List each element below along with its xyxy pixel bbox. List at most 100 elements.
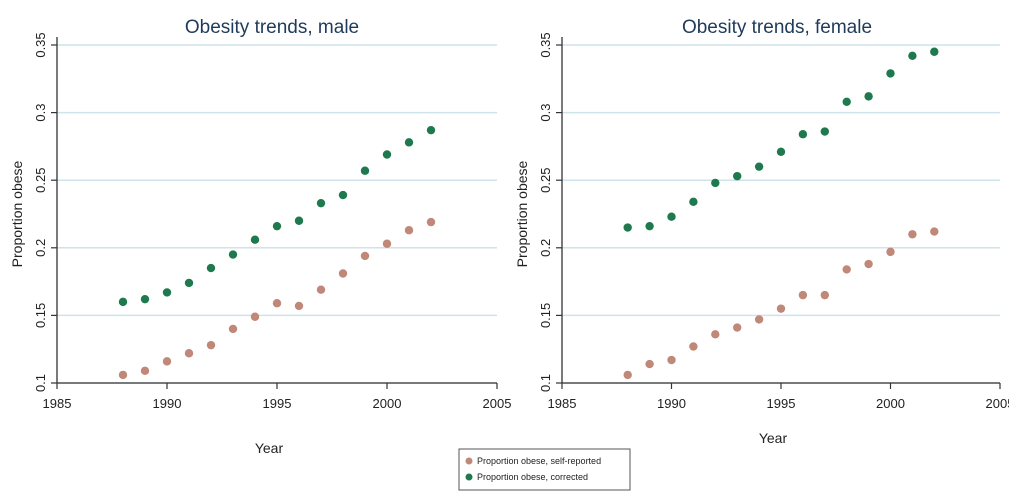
data-point [667,212,676,221]
y-axis-label: Proportion obese [9,160,25,267]
data-point [798,290,808,300]
data-point [711,330,720,339]
x-tick-label: 1995 [767,396,796,411]
y-tick-label: 0.25 [538,168,553,193]
data-point [667,355,676,365]
data-point [711,178,720,188]
data-point [360,251,370,261]
data-point [776,304,786,313]
data-point [623,223,632,232]
data-point [272,299,282,308]
data-point [733,323,742,332]
series-corrected [623,47,939,232]
data-point [930,47,939,56]
x-axis-label: Year [759,430,788,446]
data-point [754,162,764,171]
legend: Proportion obese, self-reported Proportio… [458,448,631,491]
data-point [316,285,326,294]
y-tick-label: 0.35 [538,32,553,57]
data-point [294,216,304,225]
data-point [645,221,654,231]
data-point [908,230,917,239]
data-point [206,263,216,273]
data-point [206,340,216,350]
data-point [382,150,392,159]
data-point [294,301,304,311]
data-point [645,359,654,369]
y-tick-label: 0.15 [33,303,48,328]
x-tick-label: 2000 [876,396,905,411]
x-axis-label: Year [255,440,284,456]
data-point [623,370,632,380]
y-tick-label: 0.35 [33,32,48,57]
x-tick-label: 2005 [483,396,512,411]
series-self-reported [623,227,939,380]
data-point [426,217,436,227]
data-point [360,166,370,175]
data-point [250,235,260,244]
y-axis-label: Proportion obese [514,160,530,267]
x-tick-label: 2000 [373,396,402,411]
data-point [228,324,238,334]
y-tick-label: 0.25 [33,168,48,193]
data-point [118,297,128,307]
y-tick-label: 0.1 [33,374,48,392]
data-point [228,250,238,259]
data-point [338,269,348,278]
series-corrected [118,125,436,307]
x-tick-label: 1985 [548,396,577,411]
data-point [272,221,282,231]
data-point [140,294,150,304]
data-point [404,226,414,235]
x-tick-label: 2005 [986,396,1009,411]
data-point [250,312,260,321]
data-point [842,265,851,274]
data-point [930,227,939,236]
legend-box [458,448,631,491]
y-tick-label: 0.3 [33,104,48,122]
data-point [864,259,873,269]
y-tick-label: 0.1 [538,374,553,392]
data-point [886,247,895,257]
data-point [184,349,194,358]
data-point [162,288,172,297]
legend-label: Proportion obese, corrected [477,472,588,482]
x-tick-label: 1990 [657,396,686,411]
y-tick-label: 0.2 [33,239,48,257]
chart-panel-2: 0.1 0.15 0.2 0.25 0.3 0.35 1985 1990 1995 2000 200… [514,17,1009,446]
chart-panel-1: 0.1 0.15 0.2 0.25 0.3 0.35 1985 1990 1995 2000 200… [9,17,511,456]
x-tick-label: 1985 [43,396,72,411]
chart-title: Obesity trends, male [185,17,359,38]
data-point [842,97,851,106]
data-point [338,190,348,200]
y-tick-label: 0.15 [538,303,553,328]
data-point [162,357,172,366]
data-point [316,198,326,208]
data-point [382,239,392,248]
series-self-reported [118,217,436,380]
data-point [733,171,742,181]
data-point [864,92,873,101]
data-point [754,315,764,324]
data-point [689,197,698,207]
x-tick-label: 1995 [263,396,292,411]
data-point [908,51,917,61]
chart-title: Obesity trends, female [682,17,872,38]
y-tick-label: 0.2 [538,239,553,257]
legend-marker [465,457,473,465]
data-point [820,290,829,300]
data-point [886,69,895,78]
data-point [140,366,150,376]
legend-marker [465,473,473,481]
legend-label: Proportion obese, self-reported [477,456,601,466]
data-point [118,370,128,380]
data-point [820,127,829,136]
data-point [798,130,808,139]
data-point [689,342,698,351]
data-point [426,125,436,135]
data-point [404,138,414,147]
data-point [184,278,194,288]
x-tick-label: 1990 [153,396,182,411]
